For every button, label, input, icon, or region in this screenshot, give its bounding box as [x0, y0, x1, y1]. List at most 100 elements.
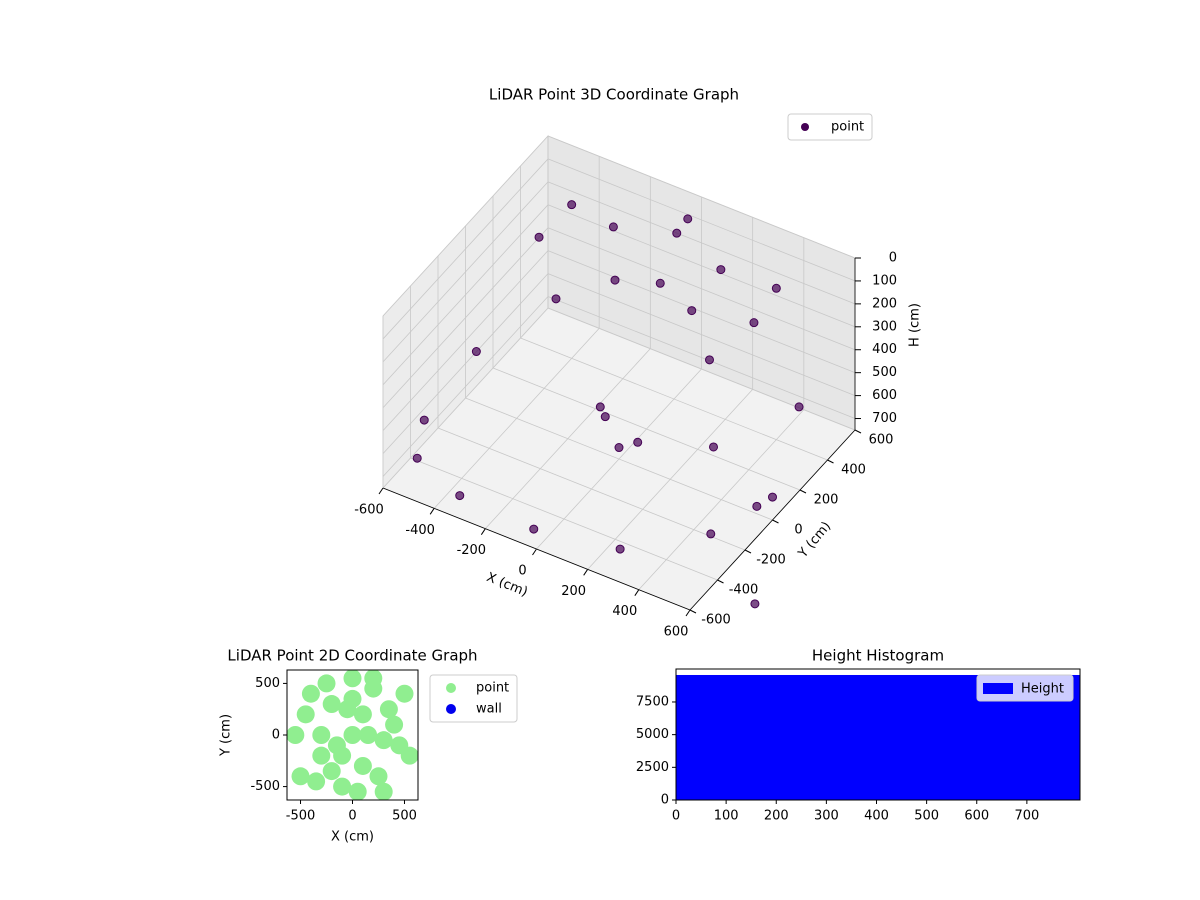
point	[771, 283, 781, 293]
x-tick-label: 400	[612, 604, 637, 619]
legend-swatch	[983, 683, 1013, 694]
grid-line	[547, 250, 856, 374]
point	[567, 200, 577, 210]
point	[348, 782, 367, 800]
y-tick-label: -200	[756, 553, 786, 568]
grid-line	[382, 135, 549, 317]
y-tick-label: 0	[661, 793, 669, 808]
chart-title: Height Histogram	[812, 647, 944, 665]
x-tick	[532, 548, 537, 556]
point	[312, 746, 331, 765]
point	[749, 318, 759, 328]
point	[343, 689, 362, 708]
grid-line	[547, 227, 856, 351]
legend-box	[976, 674, 1074, 702]
point	[683, 214, 693, 224]
point	[322, 695, 341, 714]
grid-line	[547, 181, 856, 305]
z-tick-label: 100	[872, 273, 897, 288]
x-tick-label: 500	[392, 809, 417, 824]
y-tick-label: -400	[729, 583, 759, 598]
z-tick-label: 300	[872, 319, 897, 334]
y-tick	[772, 519, 779, 524]
grid-line	[382, 204, 549, 386]
y-tick	[744, 549, 752, 554]
point	[534, 232, 544, 242]
point	[395, 684, 414, 703]
y-tick-label: 5000	[636, 727, 669, 742]
y-tick-label: 400	[841, 463, 866, 478]
grid-line	[547, 204, 856, 328]
point	[322, 762, 341, 781]
x-tick	[634, 589, 640, 596]
x-tick-label: 300	[814, 809, 839, 824]
grid-line	[382, 273, 549, 454]
grid-line	[492, 367, 801, 491]
grid-line	[382, 250, 549, 431]
point	[750, 599, 760, 609]
y-tick-label: 0	[794, 523, 802, 538]
point	[529, 524, 539, 534]
point	[655, 278, 665, 288]
x-tick-label: 200	[764, 809, 789, 824]
x-tick	[378, 487, 384, 495]
y-tick-label: 600	[869, 433, 894, 448]
z-tick-label: 500	[872, 365, 897, 380]
y-tick	[689, 609, 697, 614]
y-tick-label: 500	[255, 676, 280, 691]
x-tick-label: -600	[354, 503, 384, 518]
grid-line	[547, 135, 856, 259]
x-tick	[685, 609, 691, 617]
x-tick-label: -400	[405, 523, 435, 538]
legend-marker	[446, 704, 456, 714]
point	[312, 726, 331, 744]
point	[287, 726, 305, 744]
grid-line	[547, 273, 856, 396]
grid-line	[382, 158, 549, 340]
point	[359, 726, 378, 744]
point	[752, 501, 762, 511]
legend-marker	[801, 123, 809, 131]
z-tick-label: 400	[872, 342, 897, 357]
chart-3d: -600-400-2000200400600-600-400-200020040…	[354, 86, 922, 640]
y-axis-label: Y (cm)	[219, 714, 234, 757]
point	[633, 437, 643, 447]
point	[333, 746, 352, 765]
point	[379, 700, 398, 719]
x-tick-label: 200	[561, 584, 586, 599]
point	[709, 442, 718, 452]
point	[794, 402, 804, 412]
point	[615, 544, 625, 554]
z-tick-label: 700	[872, 411, 897, 426]
x-tick	[480, 528, 486, 535]
x-tick-label: 400	[864, 809, 889, 824]
x-tick-label: 500	[914, 809, 939, 824]
point	[353, 756, 372, 775]
grid-line	[547, 158, 856, 282]
z-tick-label: 200	[872, 296, 897, 311]
grid-line	[520, 337, 828, 461]
point	[353, 705, 372, 724]
chart-histogram: 0 100 200 300 400 500 600 700 0 2500 5000 7500 Heigh…	[636, 647, 1081, 824]
point	[412, 453, 422, 463]
point	[455, 491, 465, 501]
x-tick	[583, 569, 589, 576]
point	[317, 674, 336, 693]
point	[610, 275, 620, 285]
y-tick-label: -600	[701, 613, 731, 628]
y-tick	[854, 429, 862, 434]
y-tick-label: -500	[250, 779, 280, 794]
grid-line	[465, 397, 773, 521]
point	[705, 355, 714, 365]
point	[595, 402, 605, 412]
grid-line	[382, 296, 549, 477]
z-tick-label: 600	[872, 388, 897, 403]
point	[390, 736, 409, 755]
x-tick-label: 700	[1014, 809, 1039, 824]
x-tick-label: 0	[518, 564, 526, 579]
y-tick	[827, 459, 834, 464]
point	[291, 767, 310, 786]
point	[333, 777, 352, 796]
plot-area	[287, 670, 418, 800]
